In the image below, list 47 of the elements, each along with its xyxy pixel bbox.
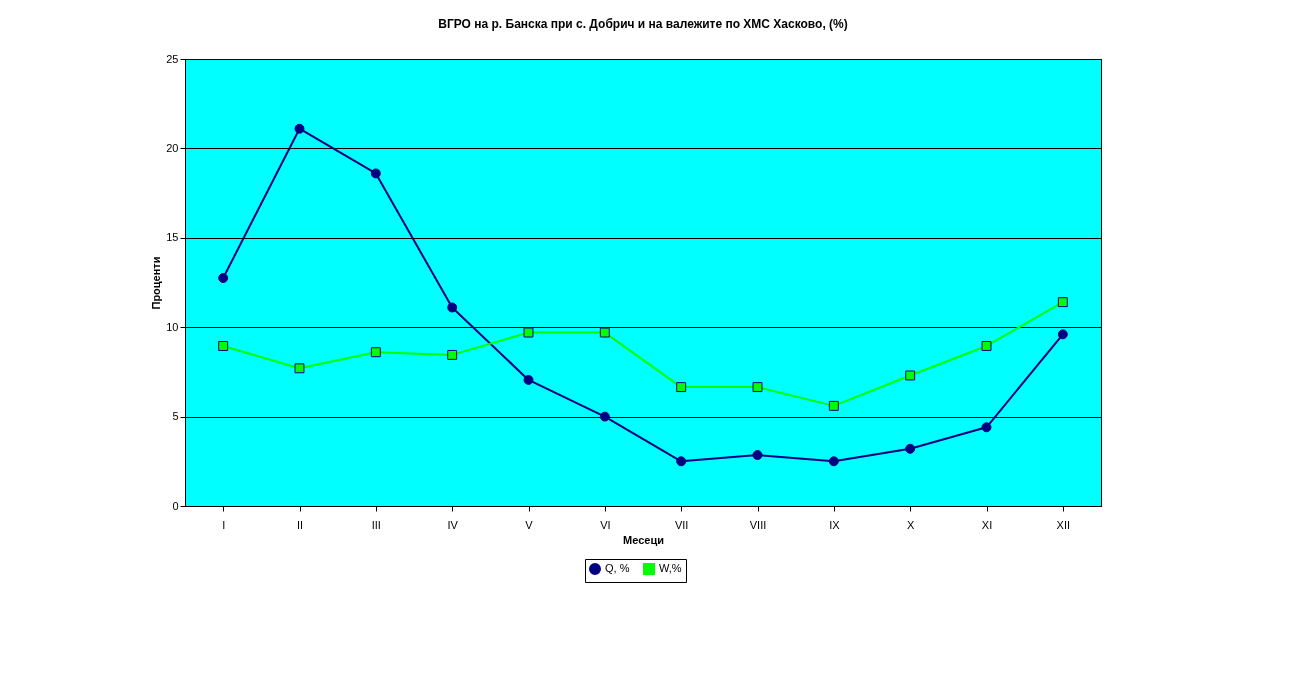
- x-tick-label: III: [371, 518, 381, 531]
- point: [905, 443, 916, 454]
- point: [294, 123, 305, 134]
- point: [523, 374, 534, 385]
- point: [981, 341, 992, 351]
- point: [676, 382, 687, 393]
- x-axis-title: Месеци: [623, 533, 664, 546]
- x-tick-label: XI: [981, 518, 993, 531]
- point: [828, 400, 839, 411]
- x-tick-label: VIII: [749, 518, 767, 531]
- point: [447, 349, 458, 360]
- point: [599, 411, 610, 422]
- y-axis-title: Проценти: [150, 256, 163, 310]
- point: [981, 422, 992, 433]
- point: [828, 456, 839, 467]
- point: [752, 450, 763, 461]
- point: [905, 370, 916, 381]
- point: [370, 168, 381, 179]
- point: [370, 347, 381, 358]
- point: [447, 302, 458, 313]
- point: [1057, 329, 1068, 340]
- x-tick-label: IV: [447, 518, 459, 531]
- point: [1057, 297, 1068, 308]
- point: [676, 456, 687, 467]
- x-tick-label: II: [296, 518, 304, 531]
- y-tick-label: 25: [166, 52, 179, 65]
- point: [599, 327, 610, 338]
- y-tick-label: 0: [172, 499, 179, 512]
- y-tick-label: 10: [166, 320, 179, 333]
- x-tick-label: IX: [829, 518, 841, 531]
- y-tick-label: 15: [166, 231, 179, 244]
- x-tick-label: VII: [674, 518, 689, 531]
- point: [523, 327, 534, 338]
- point: [294, 363, 305, 374]
- legend-label: Q, %: [605, 562, 630, 574]
- y-tick-label: 20: [166, 141, 179, 154]
- legend-label: W,%: [659, 562, 682, 574]
- chart-title: ВГРО на р. Банска при с. Добрич и на валежите по ХМС Хасково, (%): [438, 17, 848, 31]
- y-tick-label: 5: [172, 410, 179, 423]
- x-tick-label: XII: [1056, 518, 1071, 531]
- x-tick-label: VI: [600, 518, 611, 531]
- x-tick-label: V: [525, 518, 534, 531]
- point: [218, 341, 229, 351]
- point: [218, 273, 229, 283]
- x-tick-label: X: [906, 518, 915, 531]
- point: [752, 382, 763, 393]
- x-tick-label: I: [222, 518, 226, 531]
